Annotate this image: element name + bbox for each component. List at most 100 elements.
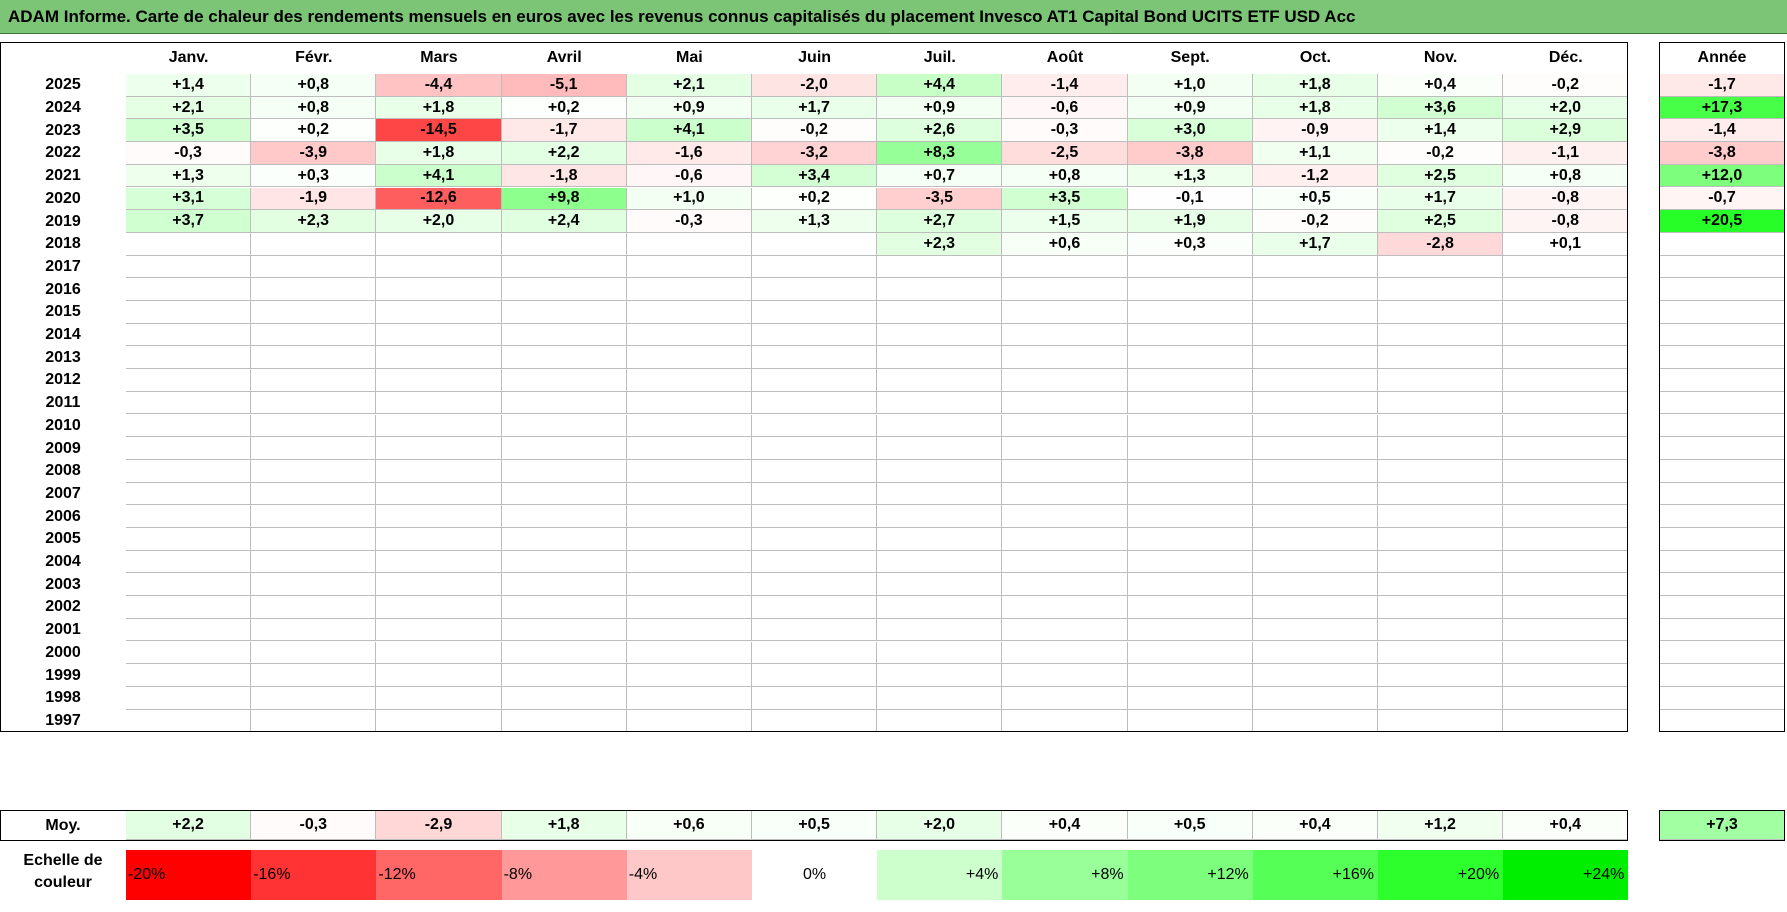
year-label: 2024 xyxy=(45,99,81,117)
heatmap-cell xyxy=(1127,278,1253,301)
heatmap-cell xyxy=(376,550,502,574)
average-cell: +0,6 xyxy=(626,811,752,840)
heatmap-cell: +0,2 xyxy=(251,119,377,143)
year-label: 2018 xyxy=(45,235,81,253)
heatmap-cell: +1,8 xyxy=(376,142,502,165)
heatmap-cell xyxy=(501,550,627,574)
heatmap-cell xyxy=(501,459,627,483)
month-header: Juil. xyxy=(923,49,956,66)
heatmap-cell xyxy=(1252,437,1378,460)
heatmap-cell xyxy=(501,301,627,324)
heatmap-cell xyxy=(1252,596,1378,619)
annual-cell xyxy=(1659,596,1785,619)
heatmap-cell xyxy=(752,596,878,619)
heatmap-cell xyxy=(626,369,752,392)
heatmap-cell xyxy=(1503,482,1629,506)
heatmap-cell: +1,4 xyxy=(126,74,252,97)
heatmap-cell xyxy=(877,278,1003,301)
heatmap-cell xyxy=(752,618,878,642)
heatmap-cell xyxy=(1002,482,1128,506)
annual-cell xyxy=(1659,232,1785,256)
heatmap-cell xyxy=(752,505,878,528)
heatmap-cell xyxy=(626,686,752,710)
heatmap-cell xyxy=(1002,664,1128,687)
heatmap-cell xyxy=(1378,369,1504,392)
heatmap-cell xyxy=(1127,301,1253,324)
heatmap-cell xyxy=(1127,641,1253,665)
heatmap-cell xyxy=(501,573,627,597)
heatmap-cell xyxy=(1252,414,1378,438)
heatmap-cell xyxy=(126,391,252,415)
heatmap-cell xyxy=(626,505,752,528)
heatmap-cell: +1,0 xyxy=(1127,74,1253,97)
year-label: 1998 xyxy=(45,689,81,707)
heatmap-cell xyxy=(1127,550,1253,574)
average-cell: +1,8 xyxy=(501,811,627,840)
year-label: 2015 xyxy=(45,303,81,321)
heatmap-cell xyxy=(1378,641,1504,665)
heatmap-cell xyxy=(376,596,502,619)
heatmap-cell xyxy=(1127,414,1253,438)
heatmap-cell xyxy=(626,550,752,574)
heatmap-cell xyxy=(1378,618,1504,642)
heatmap-cell: -4,4 xyxy=(376,74,502,97)
annual-cell: -0,7 xyxy=(1659,187,1785,211)
year-label: 2017 xyxy=(45,257,81,275)
heatmap-cell: +1,3 xyxy=(752,210,878,233)
average-label: Moy. xyxy=(45,816,81,834)
heatmap-cell xyxy=(1002,323,1128,347)
annual-cell xyxy=(1659,346,1785,370)
heatmap-cell: -1,7 xyxy=(501,119,627,143)
heatmap-cell: +2,5 xyxy=(1378,164,1504,188)
average-cell: +0,5 xyxy=(1127,811,1253,840)
heatmap-cell xyxy=(376,618,502,642)
heatmap-cell xyxy=(126,709,252,733)
heatmap-cell xyxy=(1002,346,1128,370)
heatmap-cell xyxy=(126,459,252,483)
heatmap-cell xyxy=(1252,255,1378,279)
heatmap-cell xyxy=(1378,414,1504,438)
heatmap-cell xyxy=(1503,664,1629,687)
heatmap-cell xyxy=(626,573,752,597)
heatmap-cell xyxy=(626,232,752,256)
heatmap-cell: +3,7 xyxy=(126,210,252,233)
heatmap-cell xyxy=(877,505,1003,528)
heatmap-cell xyxy=(376,323,502,347)
heatmap-cell: -2,0 xyxy=(752,74,878,97)
heatmap-cell xyxy=(1378,437,1504,460)
heatmap-cell xyxy=(126,618,252,642)
heatmap-cell xyxy=(877,391,1003,415)
heatmap-cell xyxy=(1252,528,1378,551)
heatmap-cell: +1,3 xyxy=(126,164,252,188)
heatmap-cell: +2,5 xyxy=(1378,210,1504,233)
heatmap-cell xyxy=(1503,596,1629,619)
heatmap-cell: -5,1 xyxy=(501,74,627,97)
heatmap-cell xyxy=(126,664,252,687)
annual-cell xyxy=(1659,709,1785,733)
heatmap-cell: +1,8 xyxy=(376,96,502,120)
scale-swatch: +12% xyxy=(1127,850,1253,900)
heatmap-cell xyxy=(1503,459,1629,483)
heatmap-cell xyxy=(752,573,878,597)
heatmap-cell: +2,0 xyxy=(376,210,502,233)
scale-swatch: +24% xyxy=(1503,850,1629,900)
heatmap-cell xyxy=(626,709,752,733)
heatmap-cell xyxy=(126,369,252,392)
heatmap-cell: -0,3 xyxy=(126,142,252,165)
year-label: 2021 xyxy=(45,167,81,185)
heatmap-cell xyxy=(1503,323,1629,347)
heatmap-cell: +2,3 xyxy=(877,232,1003,256)
heatmap-cell: -0,2 xyxy=(1503,74,1629,97)
heatmap-cell: +2,9 xyxy=(1503,119,1629,143)
year-label: 2011 xyxy=(45,394,81,412)
heatmap-cell xyxy=(501,369,627,392)
heatmap-cell xyxy=(752,391,878,415)
heatmap-cell: -1,4 xyxy=(1002,74,1128,97)
heatmap-cell: +4,4 xyxy=(877,74,1003,97)
heatmap-cell xyxy=(1127,686,1253,710)
heatmap-cell xyxy=(1503,550,1629,574)
heatmap-cell xyxy=(376,369,502,392)
heatmap-cell xyxy=(1252,686,1378,710)
heatmap-cell: -3,2 xyxy=(752,142,878,165)
heatmap-cell xyxy=(626,414,752,438)
